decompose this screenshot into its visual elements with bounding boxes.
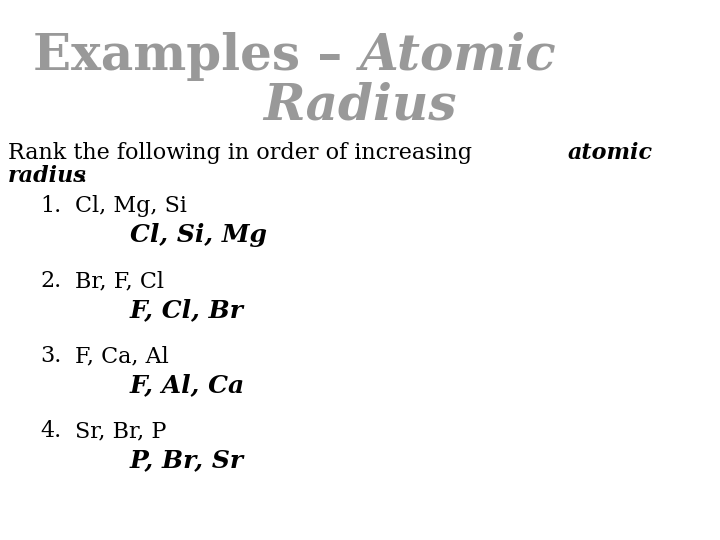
Text: Examples –: Examples – <box>33 32 360 81</box>
Text: radius: radius <box>8 165 86 187</box>
Text: Rank the following in order of increasing: Rank the following in order of increasin… <box>8 142 479 164</box>
Text: 1.: 1. <box>40 195 61 217</box>
Text: 3.: 3. <box>40 345 61 367</box>
Text: F, Al, Ca: F, Al, Ca <box>130 373 246 397</box>
Text: Radius: Radius <box>264 82 456 131</box>
Text: P, Br, Sr: P, Br, Sr <box>130 448 244 472</box>
Text: Br, F, Cl: Br, F, Cl <box>75 270 164 292</box>
Text: :: : <box>80 165 88 187</box>
Text: 4.: 4. <box>40 420 61 442</box>
Text: Cl, Mg, Si: Cl, Mg, Si <box>75 195 187 217</box>
Text: Cl, Si, Mg: Cl, Si, Mg <box>130 223 267 247</box>
Text: Sr, Br, P: Sr, Br, P <box>75 420 166 442</box>
Text: 2.: 2. <box>40 270 61 292</box>
Text: F, Cl, Br: F, Cl, Br <box>130 298 244 322</box>
Text: F, Ca, Al: F, Ca, Al <box>75 345 168 367</box>
Text: atomic: atomic <box>568 142 653 164</box>
Text: Atomic: Atomic <box>360 32 557 81</box>
